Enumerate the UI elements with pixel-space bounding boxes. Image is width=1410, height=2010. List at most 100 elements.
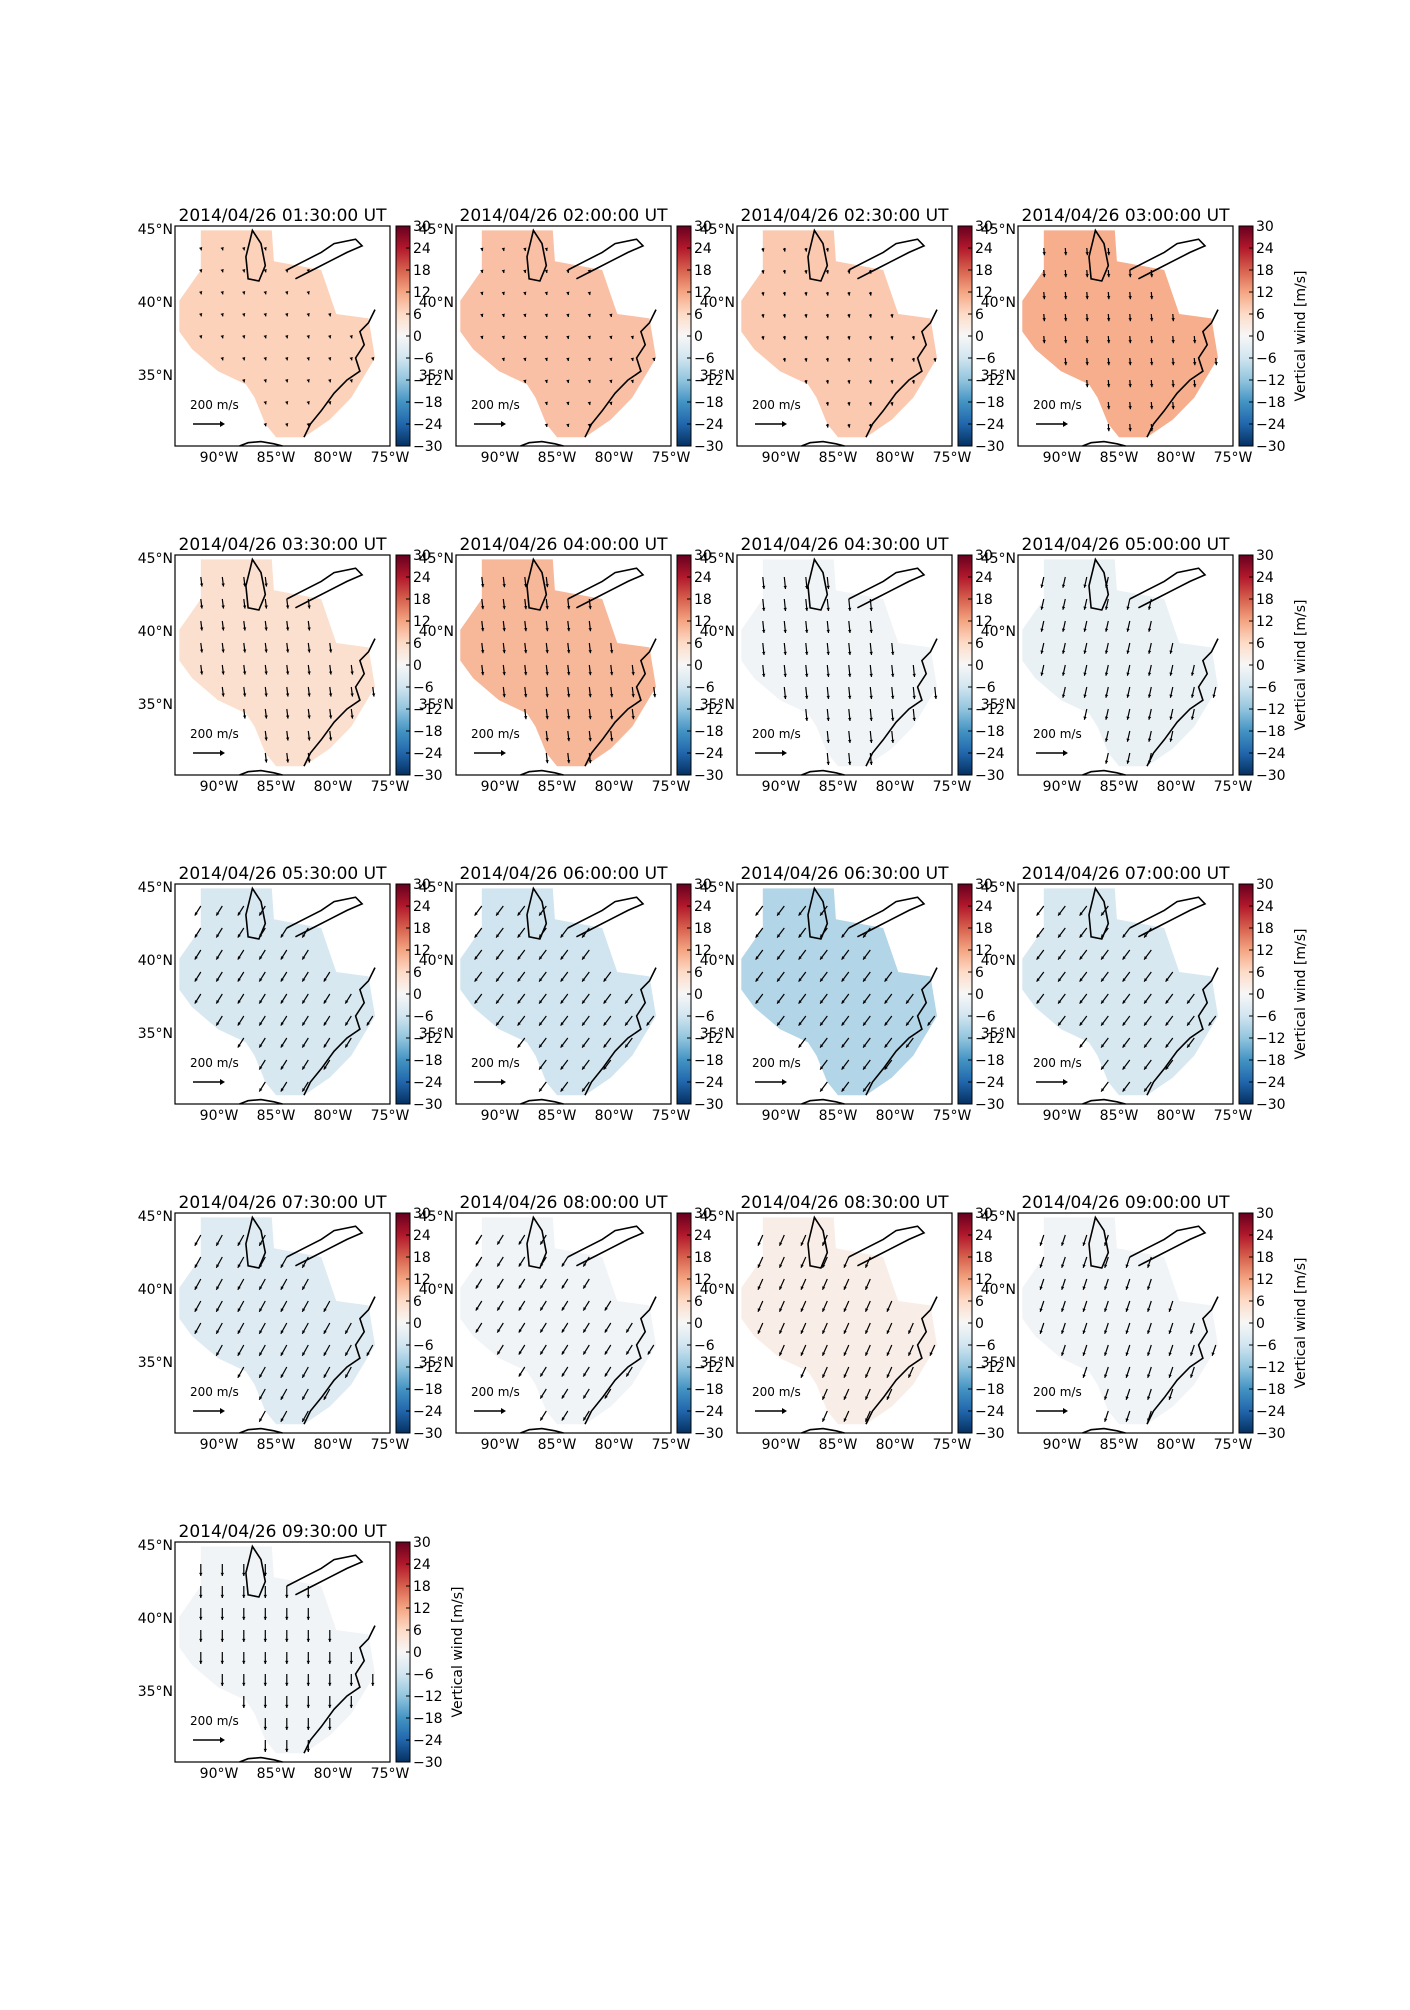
- wind-arrowhead: [480, 649, 485, 654]
- quiver-key-arrowhead: [220, 421, 225, 427]
- lon-tick-label: 85°W: [538, 450, 577, 466]
- wind-arrowhead: [523, 671, 528, 676]
- wind-arrowhead: [323, 978, 327, 982]
- lon-tick-label: 75°W: [652, 779, 691, 795]
- wind-arrowhead: [891, 695, 895, 699]
- wind-arrowhead: [371, 693, 376, 697]
- wind-arrowhead: [474, 912, 478, 916]
- wind-arrowhead: [891, 651, 895, 655]
- wind-arrowhead: [1187, 1022, 1191, 1026]
- colorbar-tick-label: −24: [975, 1075, 1005, 1091]
- wind-arrowhead: [822, 1352, 826, 1356]
- wind-arrowhead: [539, 1088, 543, 1092]
- wind-arrowhead: [603, 978, 607, 982]
- wind-arrowhead: [350, 693, 354, 697]
- wind-arrowhead: [822, 1308, 826, 1312]
- coastline: [1146, 309, 1219, 438]
- wind-arrowhead: [1104, 1352, 1108, 1356]
- wind-arrowhead: [1165, 1044, 1169, 1048]
- wind-arrowhead: [323, 1308, 327, 1312]
- wind-arrowhead: [1208, 1022, 1212, 1026]
- colorbar-tick-label: 6: [975, 307, 984, 323]
- wind-arrowhead: [1104, 584, 1109, 588]
- wind-arrowhead: [1165, 1022, 1169, 1026]
- wind-arrowhead: [779, 1352, 783, 1356]
- lon-tick-label: 90°W: [1043, 779, 1082, 795]
- lat-tick-label: 45°N: [138, 1209, 173, 1225]
- lon-tick-label: 80°W: [1157, 1437, 1196, 1453]
- lake-michigan-outline: [526, 228, 548, 282]
- wind-arrowhead: [822, 1418, 826, 1422]
- wind-arrowhead: [1061, 606, 1066, 610]
- colorbar-tick-label: 24: [1256, 1228, 1274, 1244]
- colorbar-tick-label: −6: [694, 1338, 715, 1354]
- wind-arrowhead: [804, 336, 808, 340]
- wind-arrowhead: [216, 934, 220, 938]
- wind-arrowhead: [841, 934, 845, 938]
- quiver-key-arrowhead: [782, 1079, 787, 1085]
- lat-tick-label: 35°N: [419, 1026, 454, 1042]
- lat-tick-label: 40°N: [981, 953, 1016, 969]
- wind-arrowhead: [566, 269, 570, 273]
- coastline: [584, 309, 657, 438]
- lon-tick-label: 80°W: [314, 1108, 353, 1124]
- lon-tick-label: 80°W: [1157, 779, 1196, 795]
- wind-arrowhead: [783, 607, 787, 611]
- colorbar-tick-label: −24: [694, 417, 724, 433]
- wind-arrowhead: [1101, 1000, 1105, 1004]
- wind-arrowhead: [886, 1308, 890, 1312]
- quiver-key-label: 200 m/s: [190, 398, 239, 412]
- wind-arrowhead: [782, 270, 787, 274]
- wind-arrowhead: [259, 1308, 263, 1312]
- lon-tick-label: 85°W: [538, 1108, 577, 1124]
- wind-arrowhead: [761, 270, 765, 274]
- wind-arrowhead: [820, 1088, 824, 1092]
- wind-arrowhead: [264, 649, 268, 653]
- colorbar-tick-label: −24: [413, 417, 443, 433]
- wind-arrowhead: [1083, 672, 1087, 676]
- wind-arrowhead: [1125, 1374, 1129, 1378]
- wind-arrowhead: [199, 649, 204, 653]
- colorbar-tick-label: 18: [413, 263, 431, 279]
- wind-arrowhead: [496, 956, 500, 960]
- wind-arrowhead: [523, 335, 527, 339]
- colorbar-tick-label: 24: [413, 899, 431, 915]
- colorbar-tick-label: 24: [975, 899, 993, 915]
- wind-arrowhead: [264, 583, 268, 587]
- wind-arrowhead: [285, 379, 289, 383]
- wind-arrowhead: [350, 671, 354, 675]
- wind-arrowhead: [1079, 912, 1083, 916]
- wind-arrowhead: [523, 583, 528, 588]
- wind-arrowhead: [1085, 295, 1089, 300]
- wind-arrowhead: [625, 1044, 629, 1048]
- wind-arrowhead: [1083, 716, 1087, 720]
- wind-arrowhead: [843, 1396, 847, 1400]
- quiver-key-arrowhead: [501, 1408, 506, 1414]
- colorbar-tick-label: 6: [1256, 636, 1265, 652]
- wind-arrowhead: [280, 1374, 284, 1378]
- wind-arrowhead: [259, 1374, 263, 1378]
- wind-arrowhead: [264, 605, 268, 609]
- wind-arrowhead: [264, 759, 268, 763]
- wind-arrowhead: [501, 335, 505, 339]
- wind-arrowhead: [259, 1352, 263, 1356]
- wind-arrowhead: [523, 693, 528, 698]
- wind-arrowhead: [199, 627, 204, 631]
- lon-tick-label: 80°W: [595, 779, 634, 795]
- colorbar-tick-label: −6: [413, 351, 434, 367]
- colorbar-tick-label: 24: [1256, 570, 1274, 586]
- lon-tick-label: 90°W: [200, 1766, 239, 1782]
- wind-arrowhead: [566, 715, 571, 720]
- wind-arrowhead: [502, 605, 506, 610]
- wind-arrowhead: [843, 1374, 847, 1378]
- colorbar-tick-label: −12: [694, 373, 724, 389]
- wind-arrowhead: [194, 1286, 198, 1290]
- wind-arrowhead: [566, 313, 570, 317]
- wind-arrowhead: [566, 335, 570, 339]
- wind-arrowhead: [609, 401, 613, 405]
- colorbar-tick-label: 0: [975, 329, 984, 345]
- wind-arrowhead: [826, 651, 830, 655]
- wind-arrowhead: [237, 1286, 241, 1290]
- wind-arrowhead: [285, 693, 290, 697]
- wind-arrowhead: [263, 379, 267, 383]
